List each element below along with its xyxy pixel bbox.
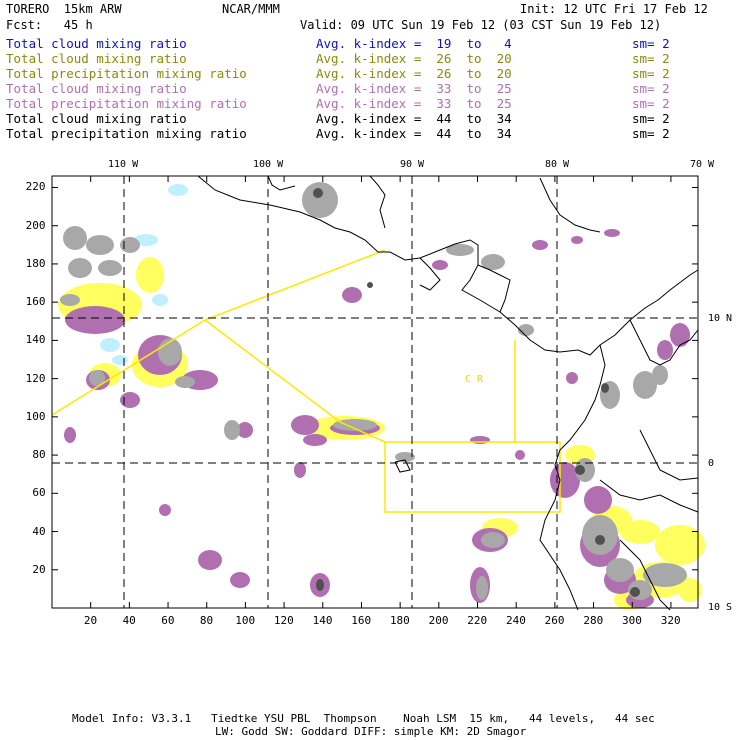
y-tick-label: 140 (25, 333, 46, 347)
legend-sm: sm= 2 (632, 81, 670, 96)
legend-label: Total precipitation mixing ratio (6, 66, 247, 81)
field-gray (60, 182, 687, 600)
x-tick-label: 260 (544, 614, 565, 627)
legend-sm: sm= 2 (632, 66, 670, 81)
lat-label: 10 N (708, 313, 733, 324)
axis-ticks (52, 176, 698, 608)
y-tick-label: 100 (25, 409, 46, 423)
legend-label: Total cloud mixing ratio (6, 111, 187, 126)
x-tick-label: 60 (161, 614, 175, 627)
valid-time: Valid: 09 UTC Sun 19 Feb 12 (03 CST Sun … (300, 18, 662, 32)
legend-sm: sm= 2 (632, 111, 670, 126)
x-tick-label: 200 (428, 614, 449, 627)
y-tick-label: 60 (32, 486, 46, 500)
legend-kindex: Avg. k-index = 44 to 34 (316, 111, 512, 126)
field-cyan (100, 184, 188, 365)
coastlines (197, 175, 699, 611)
y-tick-label: 160 (25, 295, 46, 309)
legend-label: Total precipitation mixing ratio (6, 96, 247, 111)
legend-sm: sm= 2 (632, 36, 670, 51)
init-time: Init: 12 UTC Fri 17 Feb 12 (520, 2, 708, 16)
x-tick-label: 320 (660, 614, 681, 627)
legend-sm: sm= 2 (632, 51, 670, 66)
x-tick-label: 80 (199, 614, 214, 627)
x-tick-label: 40 (122, 614, 136, 627)
boundary-lines (51, 249, 561, 513)
legend-kindex: Avg. k-index = 19 to 4 (316, 36, 512, 51)
legend-label: Total cloud mixing ratio (6, 51, 187, 66)
legend-kindex: Avg. k-index = 26 to 20 (316, 51, 512, 66)
y-tick-label: 200 (25, 218, 46, 232)
graticule (52, 176, 698, 608)
x-tick-label: 160 (351, 614, 372, 627)
x-tick-label: 140 (312, 614, 333, 627)
lon-label: 110 W (108, 159, 139, 170)
legend-label: Total cloud mixing ratio (6, 81, 187, 96)
y-tick-label: 180 (25, 256, 46, 270)
region-label: C R (465, 374, 484, 385)
center-label: NCAR/MMM (222, 2, 280, 16)
lat-label: 10 S (708, 602, 733, 613)
x-tick-label: 300 (622, 614, 642, 627)
legend-kindex: Avg. k-index = 44 to 34 (316, 126, 512, 141)
lon-label: 100 W (253, 159, 284, 170)
legend-label: Total precipitation mixing ratio (6, 126, 247, 141)
x-tick-label: 220 (467, 614, 488, 627)
legend-sm: sm= 2 (632, 96, 670, 111)
x-tick-label: 240 (505, 614, 526, 627)
model-info: Model Info: V3.3.1 Tiedtke YSU PBL Thomp… (72, 712, 655, 725)
physics-info: LW: Godd SW: Goddard DIFF: simple KM: 2D… (215, 725, 527, 738)
legend-kindex: Avg. k-index = 33 to 25 (316, 81, 512, 96)
legend-sm: sm= 2 (632, 126, 670, 141)
y-tick-label: 120 (25, 371, 46, 385)
forecast-hour: Fcst: 45 h (6, 18, 93, 32)
model-title: TORERO 15km ARW (6, 2, 122, 16)
y-tick-label: 20 (32, 562, 46, 576)
lat-label: 0 (708, 458, 715, 469)
y-tick-label: 80 (32, 448, 46, 462)
legend-label: Total cloud mixing ratio (6, 36, 187, 51)
lon-label: 90 W (400, 159, 425, 170)
y-tick-label: 40 (32, 524, 46, 538)
lon-label: 70 W (690, 159, 715, 170)
map-frame (51, 175, 699, 609)
x-tick-label: 100 (235, 614, 256, 627)
x-tick-label: 120 (273, 614, 294, 627)
legend-kindex: Avg. k-index = 26 to 20 (316, 66, 512, 81)
y-tick-label: 220 (25, 180, 46, 194)
x-tick-label: 280 (583, 614, 604, 627)
lon-label: 80 W (545, 159, 570, 170)
x-tick-label: 180 (389, 614, 410, 627)
legend-kindex: Avg. k-index = 33 to 25 (316, 96, 512, 111)
field-dark (313, 188, 640, 597)
x-tick-label: 20 (83, 614, 98, 627)
